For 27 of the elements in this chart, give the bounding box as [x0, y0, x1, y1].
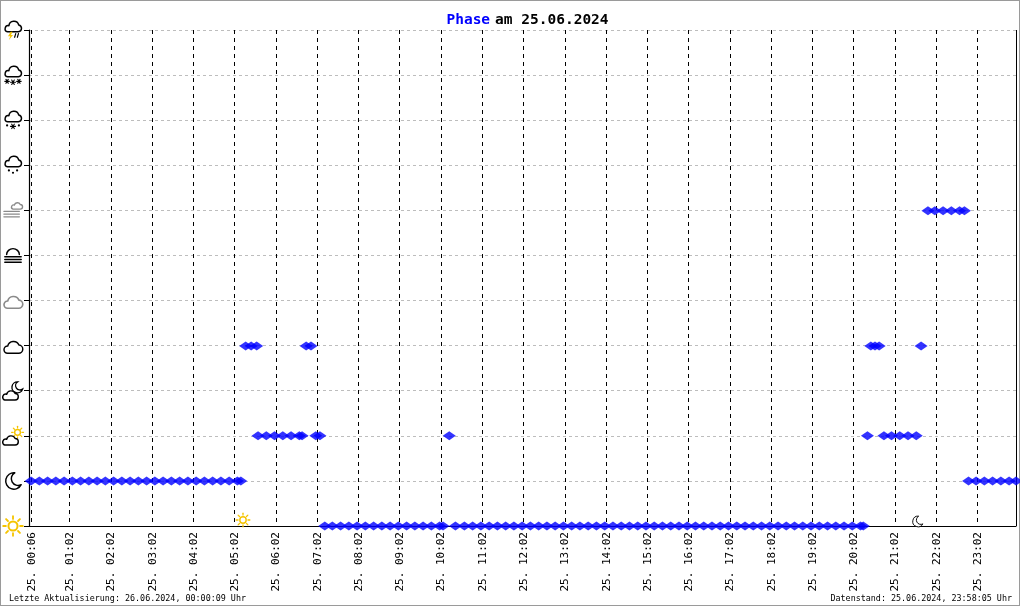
x-tick-label: 25. 02:02 [104, 532, 118, 592]
x-tick-label: 25. 12:02 [517, 532, 531, 592]
x-tick-label: 25. 05:02 [228, 532, 242, 592]
x-tick-label: 25. 01:02 [63, 532, 77, 592]
x-tick-label: 25. 10:02 [434, 532, 448, 592]
text: Datenstand: 25.06.2024, 23:58:05 Uhr [830, 593, 1013, 603]
x-tick-label: 25. 20:02 [847, 532, 861, 592]
x-tick-label: 25. 00:06 [24, 532, 38, 592]
x-tick-label: 25. 07:02 [310, 532, 324, 592]
x-tick-label: 25. 22:02 [929, 532, 943, 592]
x-tick-label: 25. 14:02 [599, 532, 613, 592]
x-tick-label: 25. 09:02 [393, 532, 407, 592]
x-tick-label: 25. 11:02 [475, 532, 489, 592]
text: Letzte Aktualisierung: 26.06.2024, 00:00:09 Uhr [9, 593, 246, 603]
x-tick-label: 25. 08:02 [351, 532, 365, 592]
x-tick-label: 25. 04:02 [186, 532, 200, 592]
x-tick-label: 25. 06:02 [269, 532, 283, 592]
x-tick-label: 25. 23:02 [970, 532, 984, 592]
x-tick-label: 25. 13:02 [558, 532, 572, 592]
x-tick-label: 25. 21:02 [888, 532, 902, 592]
chart-title: Phase am 25.06.2024 [446, 11, 609, 27]
x-tick-label: 25. 18:02 [764, 532, 778, 592]
x-tick-label: 25. 19:02 [805, 532, 819, 592]
x-tick-label: 25. 15:02 [640, 532, 654, 592]
x-tick-label: 25. 17:02 [723, 532, 737, 592]
x-tick-label: 25. 03:02 [145, 532, 159, 592]
x-tick-label: 25. 16:02 [682, 532, 696, 592]
